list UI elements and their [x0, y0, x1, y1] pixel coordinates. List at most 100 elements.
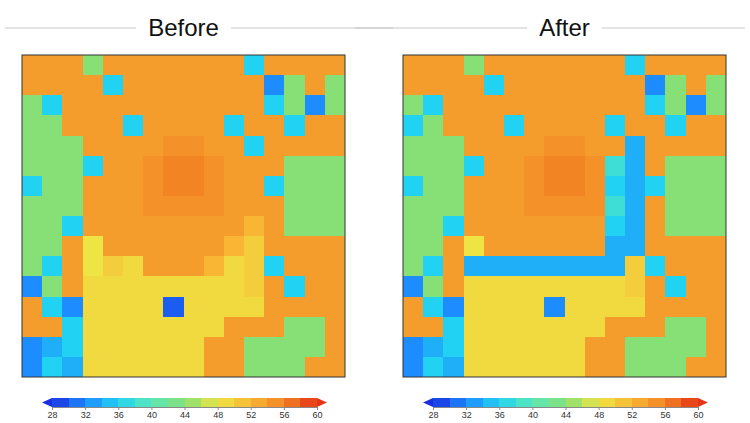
- cell: [625, 136, 646, 157]
- cell: [62, 276, 83, 297]
- cell: [565, 156, 586, 177]
- cell: [244, 357, 265, 377]
- cell: [645, 75, 666, 96]
- cell: [62, 297, 83, 318]
- cell: [184, 75, 205, 96]
- cell: [464, 156, 485, 177]
- cell: [103, 337, 124, 358]
- cell: [625, 317, 646, 338]
- cell: [224, 276, 245, 297]
- cell: [204, 55, 225, 76]
- cell: [305, 75, 326, 96]
- cell: [305, 337, 326, 358]
- cell: [62, 196, 83, 217]
- cell: [686, 75, 707, 96]
- cell: [163, 55, 184, 76]
- cell: [665, 256, 686, 277]
- cell: [605, 55, 626, 76]
- cell: [123, 176, 144, 197]
- cell: [143, 297, 164, 318]
- cell: [504, 276, 525, 297]
- cell: [103, 236, 124, 257]
- cell: [524, 216, 545, 237]
- cell: [645, 216, 666, 237]
- cell: [443, 216, 464, 237]
- cell: [284, 357, 305, 377]
- cell: [325, 136, 345, 157]
- cell: [103, 75, 124, 96]
- cell: [403, 317, 424, 338]
- cell: [706, 357, 726, 377]
- cell: [403, 156, 424, 177]
- cell: [22, 337, 43, 358]
- cell: [403, 55, 424, 76]
- cell: [103, 176, 124, 197]
- cell: [484, 156, 505, 177]
- cell: [645, 236, 666, 257]
- cell: [504, 115, 525, 136]
- cell: [22, 236, 43, 257]
- cell: [123, 216, 144, 237]
- cell: [224, 75, 245, 96]
- color-band: [516, 398, 533, 407]
- cell: [184, 216, 205, 237]
- cell: [524, 136, 545, 157]
- color-band: [267, 398, 284, 407]
- cell: [484, 115, 505, 136]
- cell: [184, 236, 205, 257]
- cell: [565, 216, 586, 237]
- cell: [645, 256, 666, 277]
- cell: [665, 115, 686, 136]
- cell: [103, 95, 124, 116]
- cell: [42, 216, 63, 237]
- cell: [204, 276, 225, 297]
- cell: [565, 196, 586, 217]
- color-band: [450, 398, 467, 407]
- cell: [42, 136, 63, 157]
- cell: [403, 75, 424, 96]
- cell: [83, 196, 104, 217]
- cell: [484, 196, 505, 217]
- cell: [464, 95, 485, 116]
- cell: [706, 75, 726, 96]
- cell: [484, 95, 505, 116]
- cell: [625, 236, 646, 257]
- cell: [22, 115, 43, 136]
- cell: [103, 115, 124, 136]
- color-band: [69, 398, 86, 407]
- tick: 56: [279, 407, 289, 420]
- cell: [625, 216, 646, 237]
- cell: [423, 317, 444, 338]
- cell: [645, 115, 666, 136]
- cell: [403, 176, 424, 197]
- cell: [625, 55, 646, 76]
- cell: [224, 136, 245, 157]
- cell: [305, 55, 326, 76]
- cell: [325, 297, 345, 318]
- title-rule: [355, 28, 527, 29]
- cell: [163, 196, 184, 217]
- cell: [143, 357, 164, 377]
- cell: [504, 216, 525, 237]
- cell: [706, 176, 726, 197]
- cell: [706, 337, 726, 358]
- cell: [264, 276, 285, 297]
- cell: [443, 256, 464, 277]
- tick-label: 48: [213, 410, 223, 420]
- cell: [605, 337, 626, 358]
- tick-label: 28: [428, 410, 438, 420]
- cell: [625, 75, 646, 96]
- cell: [524, 337, 545, 358]
- cell: [163, 136, 184, 157]
- cell: [706, 276, 726, 297]
- tick: 48: [594, 407, 604, 420]
- cell: [403, 256, 424, 277]
- cell: [62, 236, 83, 257]
- tick-label: 40: [147, 410, 157, 420]
- color-bar-arrow: [317, 398, 327, 407]
- cell: [665, 216, 686, 237]
- cell: [403, 196, 424, 217]
- cell: [443, 317, 464, 338]
- cell: [83, 176, 104, 197]
- cell: [443, 55, 464, 76]
